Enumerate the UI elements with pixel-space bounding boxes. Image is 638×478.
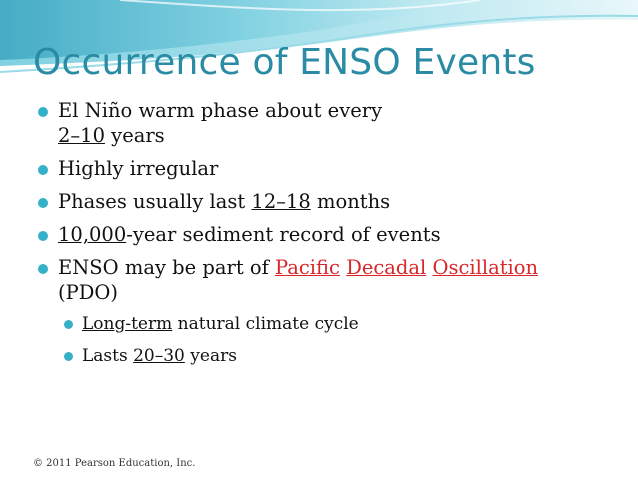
bullet-el-nino: El Niño warm phase about every 2–10 year…	[38, 98, 608, 148]
bullet-text: years	[184, 346, 237, 366]
sub-bullet-lasts: Lasts 20–30 years	[64, 345, 608, 367]
bullet-dot	[38, 198, 48, 208]
sub-bullet-long-term: Long-term natural climate cycle	[64, 313, 608, 335]
long-term-link[interactable]: Long-term	[82, 314, 173, 334]
bullet-irregular: Highly irregular	[38, 156, 608, 181]
bullet-text: Phases usually last	[58, 190, 252, 213]
slide-body: El Niño warm phase about every 2–10 year…	[38, 98, 608, 377]
decorative-banner	[0, 0, 638, 73]
copyright-footer: © 2011 Pearson Education, Inc.	[33, 458, 196, 469]
range-link[interactable]: 12–18	[251, 190, 311, 213]
decadal-link[interactable]: Decadal	[346, 256, 427, 279]
bullet-dot	[38, 264, 48, 274]
bullet-text: ENSO may be part of	[58, 256, 276, 279]
bullet-sediment: 10,000-year sediment record of events	[38, 222, 608, 247]
bullet-text: natural climate cycle	[172, 314, 359, 334]
oscillation-link[interactable]: Oscillation	[432, 256, 539, 279]
bullet-text: years	[104, 124, 165, 147]
bullet-text: Highly irregular	[58, 157, 219, 180]
number-link[interactable]: 10,000	[58, 223, 127, 246]
bullet-text: (PDO)	[58, 281, 118, 304]
range-link[interactable]: 2–10	[58, 124, 105, 147]
bullet-text: Lasts	[82, 346, 134, 366]
bullet-dot	[38, 165, 48, 175]
bullet-text: months	[310, 190, 391, 213]
bullet-text: -year sediment record of events	[126, 223, 441, 246]
pacific-link[interactable]: Pacific	[275, 256, 340, 279]
bullet-dot	[64, 320, 73, 329]
slide-title: Occurrence of ENSO Events	[33, 42, 536, 83]
bullet-phases: Phases usually last 12–18 months	[38, 189, 608, 214]
bullet-dot	[38, 231, 48, 241]
range-link[interactable]: 20–30	[133, 346, 185, 366]
bullet-pdo: ENSO may be part of Pacific Decadal Osci…	[38, 255, 608, 305]
bullet-text: El Niño warm phase about every	[58, 99, 383, 122]
bullet-dot	[64, 352, 73, 361]
bullet-dot	[38, 107, 48, 117]
